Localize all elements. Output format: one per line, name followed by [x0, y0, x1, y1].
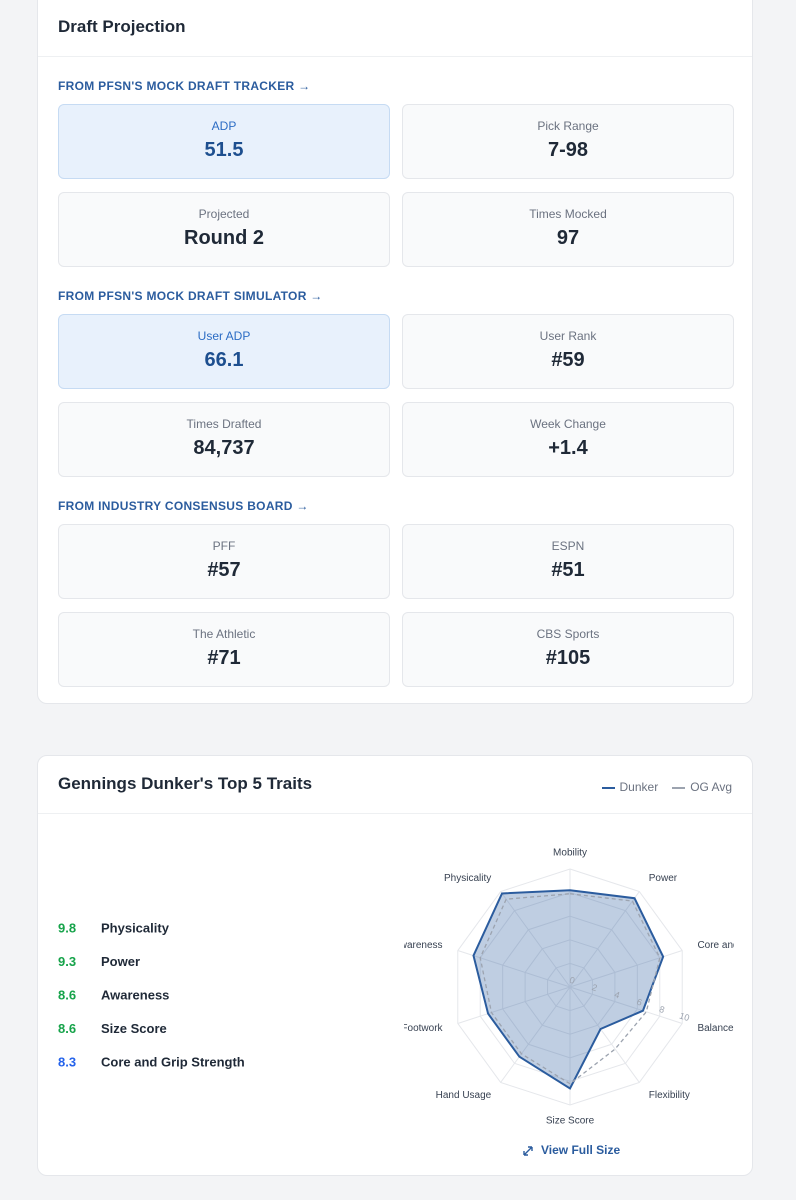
spoke — [457, 986, 571, 1024]
stat-box: User Rank #59 — [402, 314, 734, 389]
stat-box: ESPN #51 — [402, 524, 734, 599]
legend-item: OG Avg — [672, 780, 732, 794]
spoke — [500, 986, 571, 1083]
stat-label: Projected — [198, 207, 250, 221]
stat-box: ADP 51.5 — [58, 104, 390, 179]
expand-icon — [523, 1146, 533, 1156]
axis-label: Hand Usage — [436, 1090, 492, 1101]
stat-value: #59 — [551, 349, 585, 371]
traits-body: 9.8 Physicality 9.3 Power 8.6 Awareness 8.6 Siz… — [58, 848, 752, 1158]
card-title: Draft Projection — [38, 0, 752, 57]
section: FROM INDUSTRY CONSENSUS BOARD → PFF #57 ESP… — [38, 477, 752, 687]
stat-box: The Athletic #71 — [58, 612, 390, 687]
trait-name: Awareness — [101, 987, 169, 1002]
trait-name: Core and Grip Strength — [101, 1054, 245, 1069]
legend-label: OG Avg — [690, 780, 732, 794]
series-area — [479, 893, 661, 1085]
spoke — [457, 950, 571, 988]
stat-grid: PFF #57 ESPN #51 The Athletic #71 CBS Sports #1… — [58, 524, 734, 687]
stat-value: +1.4 — [548, 437, 588, 459]
axis-label: Footwork — [401, 1023, 443, 1034]
spoke — [569, 986, 640, 1083]
stat-label: Week Change — [530, 417, 606, 431]
stat-value: 66.1 — [204, 349, 244, 371]
view-full-size[interactable]: View Full Size — [541, 1143, 620, 1157]
stat-box: Times Drafted 84,737 — [58, 402, 390, 477]
stat-label: Pick Range — [537, 119, 599, 133]
stat-box: User ADP 66.1 — [58, 314, 390, 389]
stat-value: #71 — [207, 647, 241, 669]
legend-label: Dunker — [619, 780, 659, 794]
card-title: Gennings Dunker's Top 5 Traits — [58, 774, 313, 793]
stat-label: ESPN — [551, 539, 585, 553]
axis-label: Mobility — [553, 848, 587, 859]
legend-swatch — [672, 786, 686, 789]
stat-value: #105 — [545, 647, 591, 669]
legend-item: Dunker — [601, 780, 659, 794]
stat-label: Times Drafted — [186, 417, 262, 431]
series-area — [472, 889, 665, 1090]
r-tick-label: 10 — [678, 1011, 691, 1024]
r-tick-label: 4 — [613, 989, 621, 1000]
axis-label: Size Score — [546, 1116, 595, 1127]
legend: Dunker OG Avg — [601, 780, 732, 794]
spoke — [569, 986, 683, 1024]
spoke — [500, 891, 571, 988]
legend-swatch — [601, 786, 615, 789]
axis-label: Balance a — [697, 1023, 742, 1034]
stat-label: CBS Sports — [536, 627, 600, 641]
traits-card: Gennings Dunker's Top 5 Traits Dunker OG … — [37, 755, 753, 1176]
stat-box: Times Mocked 97 — [402, 192, 734, 267]
stat-value: 7-98 — [547, 139, 589, 161]
stat-grid: User ADP 66.1 User Rank #59 Times Drafted 84,… — [58, 314, 734, 477]
section-link[interactable]: FROM PFSN'S MOCK DRAFT SIMULATOR → — [58, 289, 323, 303]
stat-value: #57 — [207, 559, 241, 581]
r-tick-label: 2 — [591, 982, 599, 993]
stat-label: Times Mocked — [529, 207, 607, 221]
stat-value: #51 — [551, 559, 585, 581]
stat-value: 51.5 — [204, 139, 244, 161]
r-tick-label: 8 — [658, 1004, 666, 1015]
stat-box: PFF #57 — [58, 524, 390, 599]
stat-value: 84,737 — [193, 437, 255, 459]
spoke — [569, 891, 640, 988]
stat-box: Pick Range 7-98 — [402, 104, 734, 179]
trait-name: Size Score — [101, 1021, 167, 1036]
axis-label: Flexibility — [649, 1090, 690, 1101]
stat-label: User ADP — [197, 329, 251, 343]
axis-label: Awareness — [393, 940, 442, 951]
stat-box: Week Change +1.4 — [402, 402, 734, 477]
stat-label: User Rank — [539, 329, 597, 343]
draft-projection-card: Draft Projection FROM PFSN'S MOCK DRAFT … — [37, 0, 753, 704]
trait-score: 9.3 — [58, 954, 76, 969]
axis-label: Power — [649, 873, 678, 884]
card-header: Gennings Dunker's Top 5 Traits Dunker OG … — [38, 756, 752, 814]
sections: FROM PFSN'S MOCK DRAFT TRACKER → ADP 51.5 P… — [38, 57, 752, 687]
axis-label: Core and Grip Strength — [697, 940, 752, 951]
r-tick-label: 6 — [636, 997, 644, 1008]
radar-chart: Mobility Power Core and Grip Strength Balan… — [393, 848, 752, 1127]
stat-label: ADP — [211, 119, 237, 133]
trait-score: 8.6 — [58, 1021, 76, 1036]
trait-name: Power — [101, 954, 140, 969]
stat-label: The Athletic — [192, 627, 256, 641]
stat-box: Projected Round 2 — [58, 192, 390, 267]
stat-grid: ADP 51.5 Pick Range 7-98 Projected Round 2 Tim… — [58, 104, 734, 267]
trait-name: Physicality — [101, 920, 170, 935]
section-link[interactable]: FROM INDUSTRY CONSENSUS BOARD → — [58, 499, 309, 513]
axis-label: Physicality — [444, 873, 491, 884]
section: FROM PFSN'S MOCK DRAFT TRACKER → ADP 51.5 P… — [38, 57, 752, 267]
r-tick-label: 0 — [568, 975, 576, 986]
section-link[interactable]: FROM PFSN'S MOCK DRAFT TRACKER → — [58, 79, 311, 93]
section: FROM PFSN'S MOCK DRAFT SIMULATOR → User A… — [38, 267, 752, 477]
stat-label: PFF — [212, 539, 236, 553]
stat-value: 97 — [556, 227, 580, 249]
stat-box: CBS Sports #105 — [402, 612, 734, 687]
trait-score: 8.6 — [58, 987, 76, 1002]
trait-score: 9.8 — [58, 920, 76, 935]
trait-score: 8.3 — [58, 1054, 76, 1069]
stat-value: Round 2 — [184, 227, 264, 249]
